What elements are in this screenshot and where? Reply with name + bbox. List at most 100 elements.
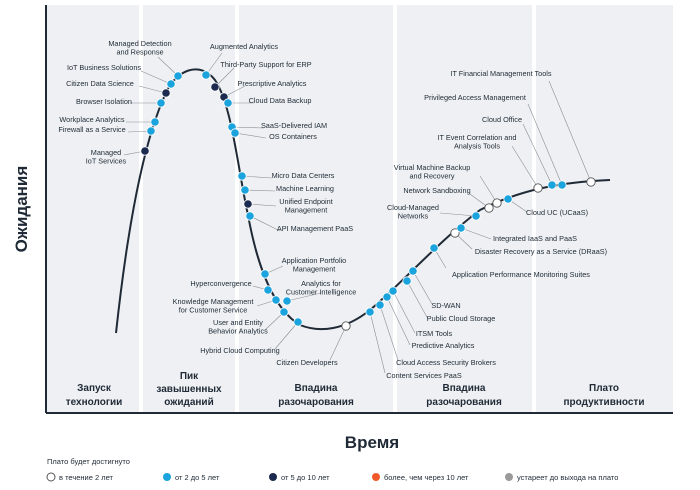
- leader-os-containers: [234, 132, 267, 139]
- point-os-containers: [230, 128, 240, 138]
- point-cloud-managed-networks: [471, 211, 481, 221]
- phase-label-peak-2: завышенных: [156, 384, 222, 395]
- point-cloud-access-security-brokers: [375, 300, 385, 310]
- label-user-and-entity-behavior-analytics: User and Entity Behavior Analytics: [208, 318, 268, 336]
- phase-label-trigger-1: Запуск: [77, 383, 112, 394]
- phase-label-peak-3: ожиданий: [164, 397, 213, 408]
- plot-background: [46, 5, 673, 413]
- leader-saas-delivered-iam: [231, 126, 265, 129]
- label-cloud-data-backup: Cloud Data Backup: [249, 96, 312, 105]
- point-workplace-analytics: [150, 117, 160, 127]
- legend-item-more-than-ten: более, чем через 10 лет: [372, 473, 469, 482]
- legend-swatch-two-to-five: [163, 473, 171, 481]
- point-augmented-analytics: [201, 70, 211, 80]
- label-network-sandboxing: Network Sandboxing: [403, 186, 470, 195]
- phase-label-peak-1: Пик: [180, 371, 199, 382]
- label-citizen-data-science: Citizen Data Science: [66, 79, 134, 88]
- leader-analytics-for-customer-intelligence: [286, 292, 322, 302]
- leader-integrated-iaas-and-paas: [460, 227, 492, 240]
- technology-labels: Managed Detection and Response IoT Busines…: [58, 39, 607, 380]
- leader-cloud-managed-networks: [439, 212, 477, 217]
- leader-cloud-access-security-brokers: [379, 304, 399, 361]
- legend-item-two-to-five: от 2 до 5 лет: [163, 473, 220, 482]
- leader-micro-data-centers: [241, 175, 273, 179]
- point-privileged-access-management: [557, 180, 567, 190]
- label-analytics-for-customer-intelligence: Analytics for Customer Intelligence: [286, 279, 357, 297]
- point-managed-iot-services: [140, 146, 150, 156]
- phase-dividers: [139, 5, 536, 413]
- point-cloud-data-backup: [223, 98, 233, 108]
- legend-swatch-more-than-ten: [372, 473, 380, 481]
- point-managed-detection-and-response: [173, 71, 183, 81]
- leader-hybrid-cloud-computing: [274, 321, 299, 350]
- technology-points: [140, 70, 596, 331]
- label-cloud-office: Cloud Office: [482, 115, 522, 124]
- label-hybrid-cloud-computing: Hybrid Cloud Computing: [200, 346, 280, 355]
- leader-itsm-tools: [392, 290, 416, 334]
- x-axis-title: Время: [345, 433, 399, 452]
- leader-privileged-access-management: [527, 103, 563, 186]
- label-iot-business-solutions: IoT Business Solutions: [67, 63, 141, 72]
- label-integrated-iaas-and-paas: Integrated IaaS and PaaS: [493, 234, 577, 243]
- leader-api-management-paas: [249, 215, 281, 232]
- point-cloud-office: [547, 180, 557, 190]
- leader-sd-wan: [412, 270, 433, 305]
- point-integrated-iaas-and-paas: [456, 223, 466, 233]
- label-third-party-support-for-erp: Third-Party Support for ERP: [220, 60, 311, 69]
- leader-machine-learning: [244, 189, 276, 192]
- point-firewall-as-a-service: [146, 126, 156, 136]
- label-it-event-correlation-and-analysis-tools: IT Event Correlation and Analysis Tools: [438, 133, 517, 151]
- legend-label-more-than-ten: более, чем через 10 лет: [384, 473, 469, 482]
- label-cloud-managed-networks: Cloud-Managed Networks: [387, 203, 439, 221]
- leader-virtual-machine-backup-and-recovery: [479, 175, 498, 204]
- phase-label-slope-1: Впадина: [443, 383, 486, 394]
- y-axis-title: Ожидания: [12, 166, 31, 253]
- point-public-cloud-storage: [402, 276, 412, 286]
- legend-swatch-five-to-ten: [269, 473, 277, 481]
- legend-label-two-years: в течение 2 лет: [59, 473, 114, 482]
- legend: Плато будет достигнуто в течение 2 лет о…: [46, 457, 618, 482]
- label-itsm-tools: ITSM Tools: [416, 329, 453, 338]
- label-content-services-paas: Content Services PaaS: [386, 371, 462, 380]
- label-hyperconvergence: Hyperconvergence: [190, 279, 251, 288]
- label-citizen-developers: Citizen Developers: [276, 358, 338, 367]
- label-firewall-as-a-service: Firewall as a Service: [58, 125, 125, 134]
- point-itsm-tools: [388, 286, 398, 296]
- point-it-event-correlation-and-analysis-tools: [533, 183, 543, 193]
- legend-item-two-years: в течение 2 лет: [46, 472, 114, 482]
- label-saas-delivered-iam: SaaS-Delivered IAM: [261, 121, 327, 130]
- point-it-financial-management-tools: [586, 177, 596, 187]
- legend-item-obsolete: устареет до выхода на плато: [505, 473, 618, 482]
- point-hybrid-cloud-computing: [293, 317, 303, 327]
- label-cloud-access-security-brokers: Cloud Access Security Brokers: [396, 358, 496, 367]
- label-augmented-analytics: Augmented Analytics: [210, 42, 278, 51]
- phase-label-trigger-2: технологии: [66, 397, 123, 408]
- point-virtual-machine-backup-and-recovery: [492, 198, 502, 208]
- point-application-portfolio-management: [260, 269, 270, 279]
- label-sd-wan: SD-WAN: [431, 301, 460, 310]
- point-unified-endpoint-management: [243, 199, 253, 209]
- phase-label-plateau-1: Плато: [589, 383, 619, 394]
- leader-iot-business-solutions: [140, 70, 172, 85]
- label-privileged-access-management: Privileged Access Management: [424, 93, 526, 102]
- label-micro-data-centers: Micro Data Centers: [272, 171, 335, 180]
- point-machine-learning: [240, 185, 250, 195]
- point-application-performance-monitoring-suites: [429, 243, 439, 253]
- point-cloud-uc-ucaas: [503, 194, 513, 204]
- legend-label-obsolete: устареет до выхода на плато: [517, 473, 618, 482]
- point-iot-business-solutions: [166, 79, 176, 89]
- point-user-and-entity-behavior-analytics: [279, 307, 289, 317]
- point-disaster-recovery-as-a-service-draas: [450, 228, 460, 238]
- label-virtual-machine-backup-and-recovery: Virtual Machine Backup and Recovery: [394, 163, 471, 181]
- leader-it-event-correlation-and-analysis-tools: [511, 145, 539, 189]
- label-predictive-analytics: Predictive Analytics: [412, 341, 475, 350]
- label-it-financial-management-tools: IT Financial Management Tools: [450, 69, 551, 78]
- label-api-management-paas: API Management PaaS: [277, 224, 353, 233]
- label-os-containers: OS Containers: [269, 132, 317, 141]
- point-analytics-for-customer-intelligence: [282, 296, 292, 306]
- leader-citizen-data-science: [138, 85, 167, 94]
- point-hyperconvergence: [263, 285, 273, 295]
- label-unified-endpoint-management: Unified Endpoint Management: [279, 197, 333, 215]
- leader-citizen-developers: [329, 325, 347, 361]
